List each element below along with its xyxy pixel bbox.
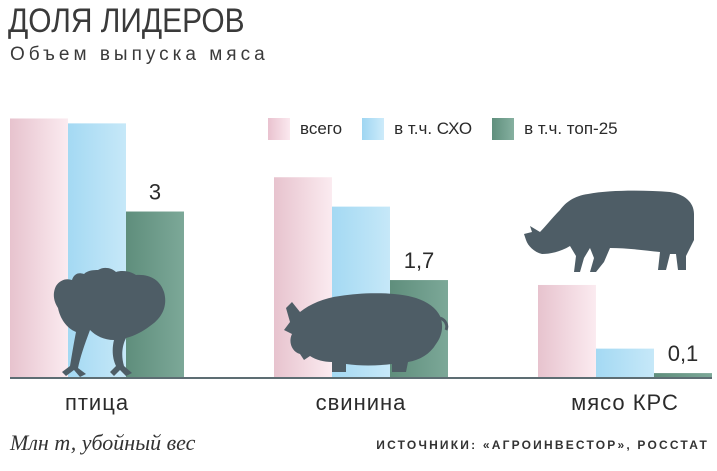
chart-title: ДОЛЯ ЛИДЕРОВ bbox=[8, 2, 245, 40]
bar-krs-sho bbox=[596, 348, 654, 378]
legend-item-sho: в т.ч. СХО bbox=[362, 118, 472, 140]
chicken-icon bbox=[53, 267, 166, 377]
bar-krs-total bbox=[538, 284, 596, 378]
legend-swatch-top25 bbox=[492, 118, 515, 140]
data-label-krs: 0,1 bbox=[668, 341, 699, 366]
source-note: ИСТОЧНИКИ: «АГРОИНВЕСТОР», РОССТАТ bbox=[376, 438, 709, 452]
chart-subtitle: Объем выпуска мяса bbox=[10, 44, 269, 65]
legend-swatch-total bbox=[268, 118, 290, 140]
legend-item-top25: в т.ч. топ-25 bbox=[492, 118, 618, 140]
legend-swatch-sho bbox=[362, 118, 385, 140]
unit-note: Млн т, убойный вес bbox=[10, 430, 196, 455]
data-label-svinina: 1,7 bbox=[404, 248, 435, 273]
chart-legend: всего в т.ч. СХО в т.ч. топ-25 bbox=[268, 118, 638, 140]
legend-label-sho: в т.ч. СХО bbox=[394, 119, 473, 138]
bar-krs-top25 bbox=[654, 373, 712, 378]
legend-item-total: всего bbox=[268, 118, 342, 140]
data-label-ptitsa: 3 bbox=[149, 180, 161, 205]
pig-icon bbox=[284, 293, 449, 372]
category-label-krs: мясо КРС bbox=[571, 390, 679, 415]
category-label-ptitsa: птица bbox=[65, 390, 129, 415]
cow-icon bbox=[524, 190, 694, 272]
bar-ptitsa-total bbox=[10, 118, 68, 378]
legend-label-total: всего bbox=[300, 119, 343, 138]
labels-group: 3 птица 1,7 свинина 0,1 мясо КРС bbox=[65, 180, 698, 415]
legend-label-top25: в т.ч. топ-25 bbox=[524, 119, 618, 138]
category-label-svinina: свинина bbox=[316, 390, 407, 415]
